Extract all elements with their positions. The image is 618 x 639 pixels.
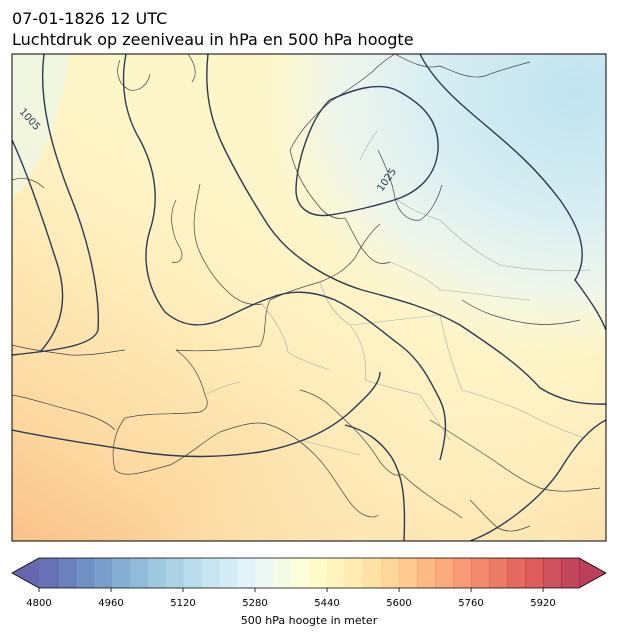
colorbar-segment <box>561 558 580 588</box>
height-field <box>12 54 606 541</box>
colorbar-extend-low <box>12 558 39 588</box>
colorbar-extend-high <box>579 558 606 588</box>
colorbar-segment <box>111 558 130 588</box>
colorbar-segment <box>489 558 508 588</box>
country-borders <box>204 129 591 456</box>
colorbar-segment <box>183 558 202 588</box>
colorbar-tick-label: 5280 <box>242 598 268 609</box>
map-panel: 1005 1025 <box>11 53 607 542</box>
colorbar-label: 500 hPa hoogte in meter <box>240 614 378 627</box>
colorbar-tick-label: 5120 <box>170 598 196 609</box>
colorbar-segment <box>525 558 544 588</box>
colorbar-tick-label: 5760 <box>458 598 484 609</box>
colorbar-segment <box>435 558 454 588</box>
colorbar-tick-label: 5440 <box>314 598 340 609</box>
colorbar-segment <box>399 558 418 588</box>
colorbar-segment <box>453 558 472 588</box>
colorbar-tick-label: 4800 <box>26 598 52 609</box>
colorbar-segment <box>309 558 328 588</box>
colorbar-segment <box>129 558 148 588</box>
colorbar-segment <box>327 558 346 588</box>
pressure-isobars <box>12 54 606 541</box>
colorbar-tick-label: 5920 <box>530 598 556 609</box>
colorbar-segment <box>291 558 310 588</box>
map-title-datetime: 07-01-1826 12 UTC <box>12 9 168 28</box>
map-frame <box>11 53 607 542</box>
map-title-description: Luchtdruk op zeeniveau in hPa en 500 hPa… <box>12 30 414 49</box>
colorbar-segment <box>39 558 58 588</box>
colorbar-segment <box>219 558 238 588</box>
colorbar-segment <box>57 558 76 588</box>
colorbar-segment <box>237 558 256 588</box>
colorbar-segment <box>273 558 292 588</box>
colorbar-segment <box>165 558 184 588</box>
colorbar-segment <box>417 558 436 588</box>
colorbar-segment <box>255 558 274 588</box>
colorbar-segment <box>345 558 364 588</box>
colorbar-segment <box>543 558 562 588</box>
colorbar-ticks <box>38 588 544 592</box>
colorbar-segment <box>147 558 166 588</box>
colorbar-tick-label: 5600 <box>386 598 412 609</box>
colorbar-segment <box>363 558 382 588</box>
colorbar-segment <box>381 558 400 588</box>
colorbar-segments <box>39 558 580 588</box>
colorbar-tick-label: 4960 <box>98 598 124 609</box>
colorbar <box>11 557 607 592</box>
colorbar-segment <box>93 558 112 588</box>
colorbar-segment <box>507 558 526 588</box>
colorbar-segment <box>471 558 490 588</box>
colorbar-segment <box>201 558 220 588</box>
colorbar-segment <box>75 558 94 588</box>
